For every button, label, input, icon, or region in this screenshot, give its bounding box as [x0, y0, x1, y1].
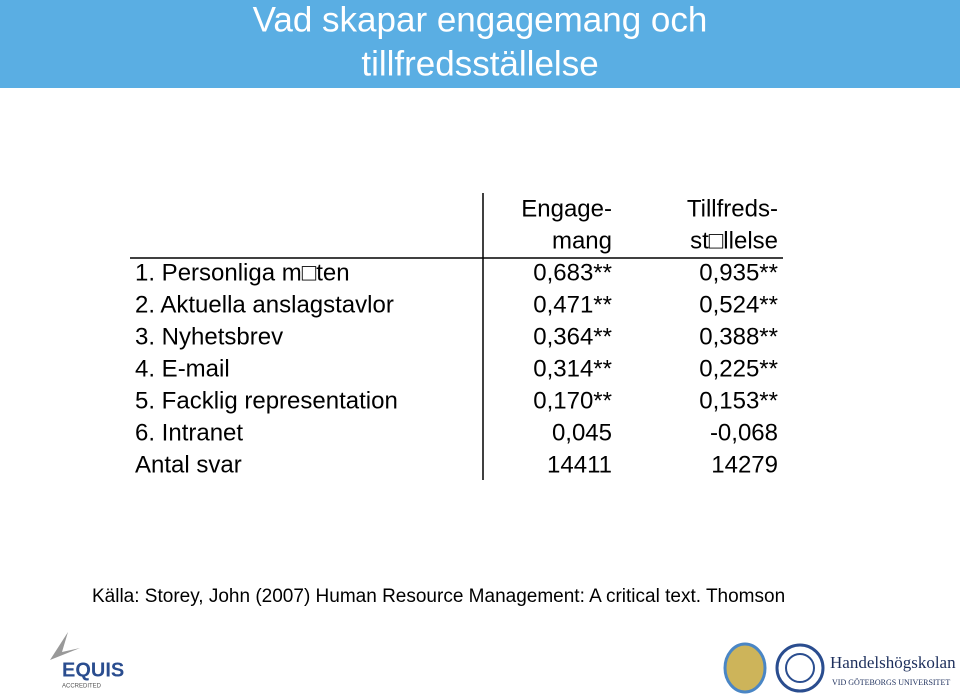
- crest: [723, 642, 767, 694]
- logo-mark: [50, 632, 80, 660]
- title-line: Vad skapar engagemang och: [253, 0, 708, 39]
- column-header: Tillfreds-: [687, 195, 778, 222]
- cell: 14411: [547, 451, 612, 478]
- row-label: Antal svar: [135, 451, 242, 478]
- cell: 0,170**: [533, 387, 612, 414]
- cell: 0,524**: [699, 291, 778, 318]
- logo-text: Handelshögskolan: [830, 653, 956, 672]
- cell: 0,045: [552, 419, 612, 446]
- column-header: Engage-: [521, 195, 612, 222]
- cell: 0,153**: [699, 387, 778, 414]
- row-label: 6. Intranet: [135, 419, 243, 446]
- cell: 0,935**: [699, 259, 778, 286]
- seal: [775, 643, 825, 693]
- row-label: 2. Aktuella anslagstavlor: [135, 291, 394, 318]
- school-logos: Handelshögskolan VID GÖTEBORGS UNIVERSIT…: [723, 642, 956, 694]
- equis-logo: EQUIS ACCREDITED: [50, 632, 124, 690]
- row-label: 4. E-mail: [135, 355, 230, 382]
- column-header: st□llelse: [690, 227, 778, 254]
- table-body: 1. Personliga m□ten 0,683** 0,935** 2. Aktu…: [135, 259, 778, 478]
- logo-text: ACCREDITED: [62, 684, 102, 690]
- title-line: tillfredsställelse: [361, 44, 598, 83]
- cell: 0,683**: [533, 259, 612, 286]
- logo-text: EQUIS: [62, 659, 124, 681]
- cell: -0,068: [710, 419, 778, 446]
- seal-inner: [785, 653, 815, 683]
- cell: 0,364**: [533, 323, 612, 350]
- cell: 0,471**: [533, 291, 612, 318]
- cell: 14279: [711, 451, 778, 478]
- logo-text: VID GÖTEBORGS UNIVERSITET: [832, 678, 950, 687]
- row-label: 3. Nyhetsbrev: [135, 323, 283, 350]
- column-header: mang: [552, 227, 612, 254]
- cell: 0,314**: [533, 355, 612, 382]
- source: Källa: Storey, John (2007) Human Resourc…: [92, 586, 785, 607]
- title-bar: [0, 0, 960, 88]
- row-label: 5. Facklig representation: [135, 387, 398, 414]
- cell: 0,388**: [699, 323, 778, 350]
- cell: 0,225**: [699, 355, 778, 382]
- row-label: 1. Personliga m□ten: [135, 259, 350, 286]
